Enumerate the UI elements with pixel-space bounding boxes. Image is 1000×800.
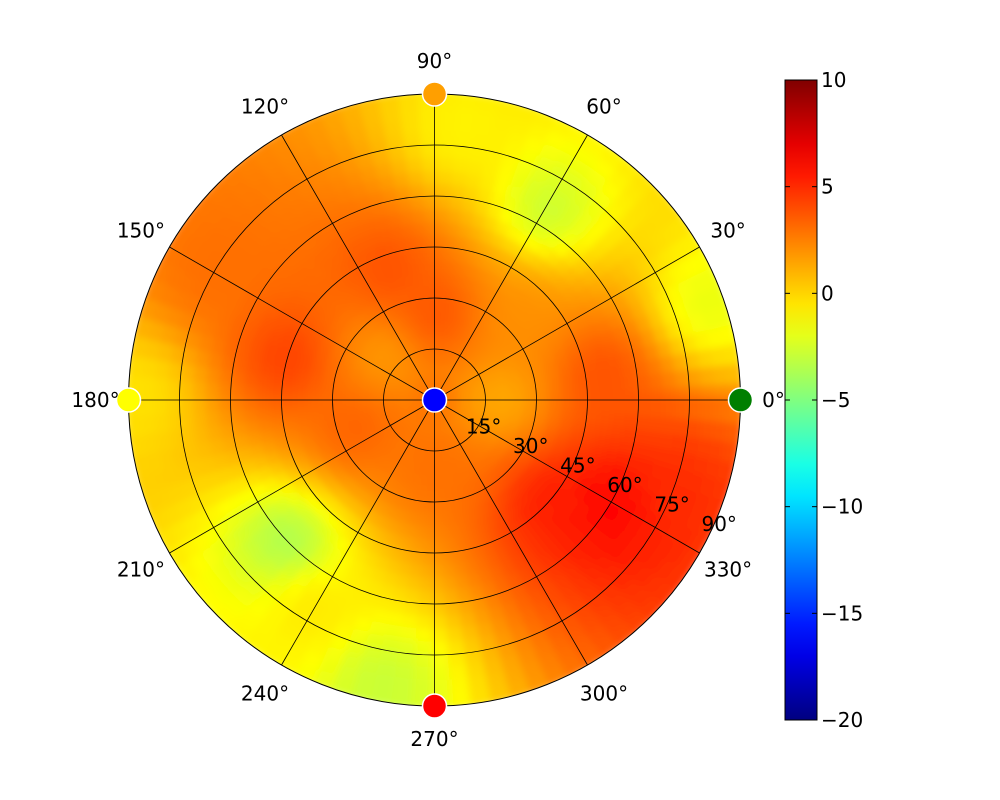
center-marker <box>421 387 448 413</box>
direction-marker-270 <box>421 693 448 719</box>
angle-tick-label: 0° <box>762 388 785 412</box>
angular-grid-line <box>169 399 435 554</box>
direction-marker-90 <box>421 81 448 107</box>
angle-tick-label: 300° <box>580 682 628 706</box>
heatmap-field <box>128 94 741 706</box>
angular-grid-line <box>281 399 435 666</box>
angle-tick-label: 210° <box>117 558 165 582</box>
colorbar-tick-label: −5 <box>821 388 850 412</box>
colorbar-tick-label: −10 <box>821 495 863 519</box>
colorbar-tick-label: 10 <box>821 68 846 92</box>
angular-grid-line <box>434 134 588 401</box>
angular-grid-line <box>434 399 700 554</box>
radial-tick-label: 15° <box>466 415 501 439</box>
radial-tick-label: 90° <box>701 512 736 536</box>
direction-marker-0 <box>727 387 754 413</box>
angle-tick-label: 270° <box>410 727 458 751</box>
radial-tick-labels: 15° 30° 45° 60° 75° 90° <box>466 415 737 537</box>
colorbar-gradient <box>785 80 817 720</box>
angle-tick-label: 150° <box>117 219 165 243</box>
direction-marker-180 <box>115 387 142 413</box>
angular-grid-line <box>169 246 435 401</box>
angular-grid-line <box>434 246 700 401</box>
colorbar-tick-label: 5 <box>821 175 834 199</box>
polar-plot-area: 0° 30° 60° 90° 120° 150° 180° 210° 240° 270° 300° 3… <box>71 49 784 751</box>
angle-tick-label: 120° <box>241 94 289 118</box>
angular-grid-line <box>434 399 588 666</box>
radial-tick-label: 45° <box>560 454 595 478</box>
angle-tick-label: 30° <box>710 219 745 243</box>
angle-tick-label: 330° <box>704 558 752 582</box>
radial-tick-label: 60° <box>607 473 642 497</box>
radial-tick-label: 30° <box>513 434 548 458</box>
angle-tick-label: 60° <box>586 94 621 118</box>
direction-markers <box>115 81 754 719</box>
radial-tick-label: 75° <box>654 493 689 517</box>
angle-tick-label: 180° <box>71 388 119 412</box>
colorbar-tick-label: 0 <box>821 281 834 305</box>
angle-tick-label: 240° <box>241 682 289 706</box>
polar-grid <box>128 94 741 706</box>
colorbar-ticks: 10 5 0 −5 −10 −15 −20 <box>785 68 863 732</box>
colorbar: 10 5 0 −5 −10 −15 −20 <box>784 68 863 732</box>
angular-grid-line <box>281 134 435 401</box>
angle-tick-labels: 0° 30° 60° 90° 120° 150° 180° 210° 240° 270° 300° 3… <box>71 49 784 751</box>
angle-tick-label: 90° <box>417 49 452 73</box>
colorbar-tick-label: −15 <box>821 601 863 625</box>
colorbar-tick-label: −20 <box>821 708 863 732</box>
